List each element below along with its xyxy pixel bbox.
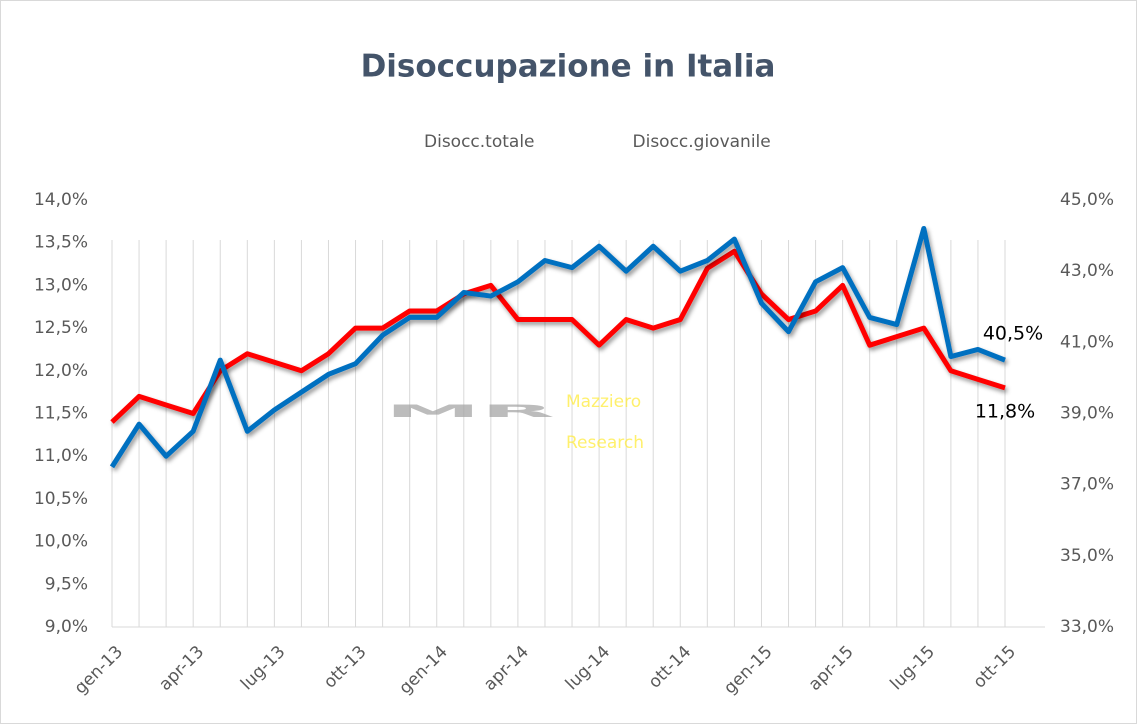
y-tick-label: 9,0% <box>45 617 88 637</box>
y-tick-label: 11,0% <box>34 446 88 466</box>
y-tick-label: 9,5% <box>45 574 88 594</box>
watermark-line1: Mazziero <box>566 392 641 412</box>
series-line <box>109 225 1006 469</box>
y-tick-label: 10,5% <box>34 489 88 509</box>
y2-tick-label: 45,0% <box>1060 190 1114 210</box>
y-tick-label: 12,0% <box>34 361 88 381</box>
legend-label: Disocc.totale <box>424 132 535 152</box>
y-tick-label: 10,0% <box>34 532 88 552</box>
y2-tick-label: 39,0% <box>1060 404 1114 424</box>
y-tick-label: 11,5% <box>34 404 88 424</box>
y-tick-label: 13,5% <box>34 233 88 253</box>
chart-title: Disoccupazione in Italia <box>361 49 776 85</box>
y-tick-label: 12,5% <box>34 318 88 338</box>
data-label: 40,5% <box>983 323 1043 345</box>
y2-tick-label: 37,0% <box>1060 475 1114 495</box>
y2-tick-label: 33,0% <box>1060 617 1114 637</box>
y-tick-label: 14,0% <box>34 190 88 210</box>
y2-tick-label: 41,0% <box>1060 332 1114 352</box>
series-line <box>110 248 1006 424</box>
watermark-line2: Research <box>566 433 644 453</box>
y2-tick-label: 43,0% <box>1060 261 1114 281</box>
y-tick-label: 13,0% <box>34 275 88 295</box>
watermark-mark: MR <box>385 402 556 422</box>
data-label: 11,8% <box>975 400 1035 422</box>
y2-tick-label: 35,0% <box>1060 546 1114 566</box>
legend-label: Disocc.giovanile <box>633 132 771 152</box>
grid <box>111 240 1045 628</box>
watermark: MR Mazziero Research <box>385 392 644 453</box>
